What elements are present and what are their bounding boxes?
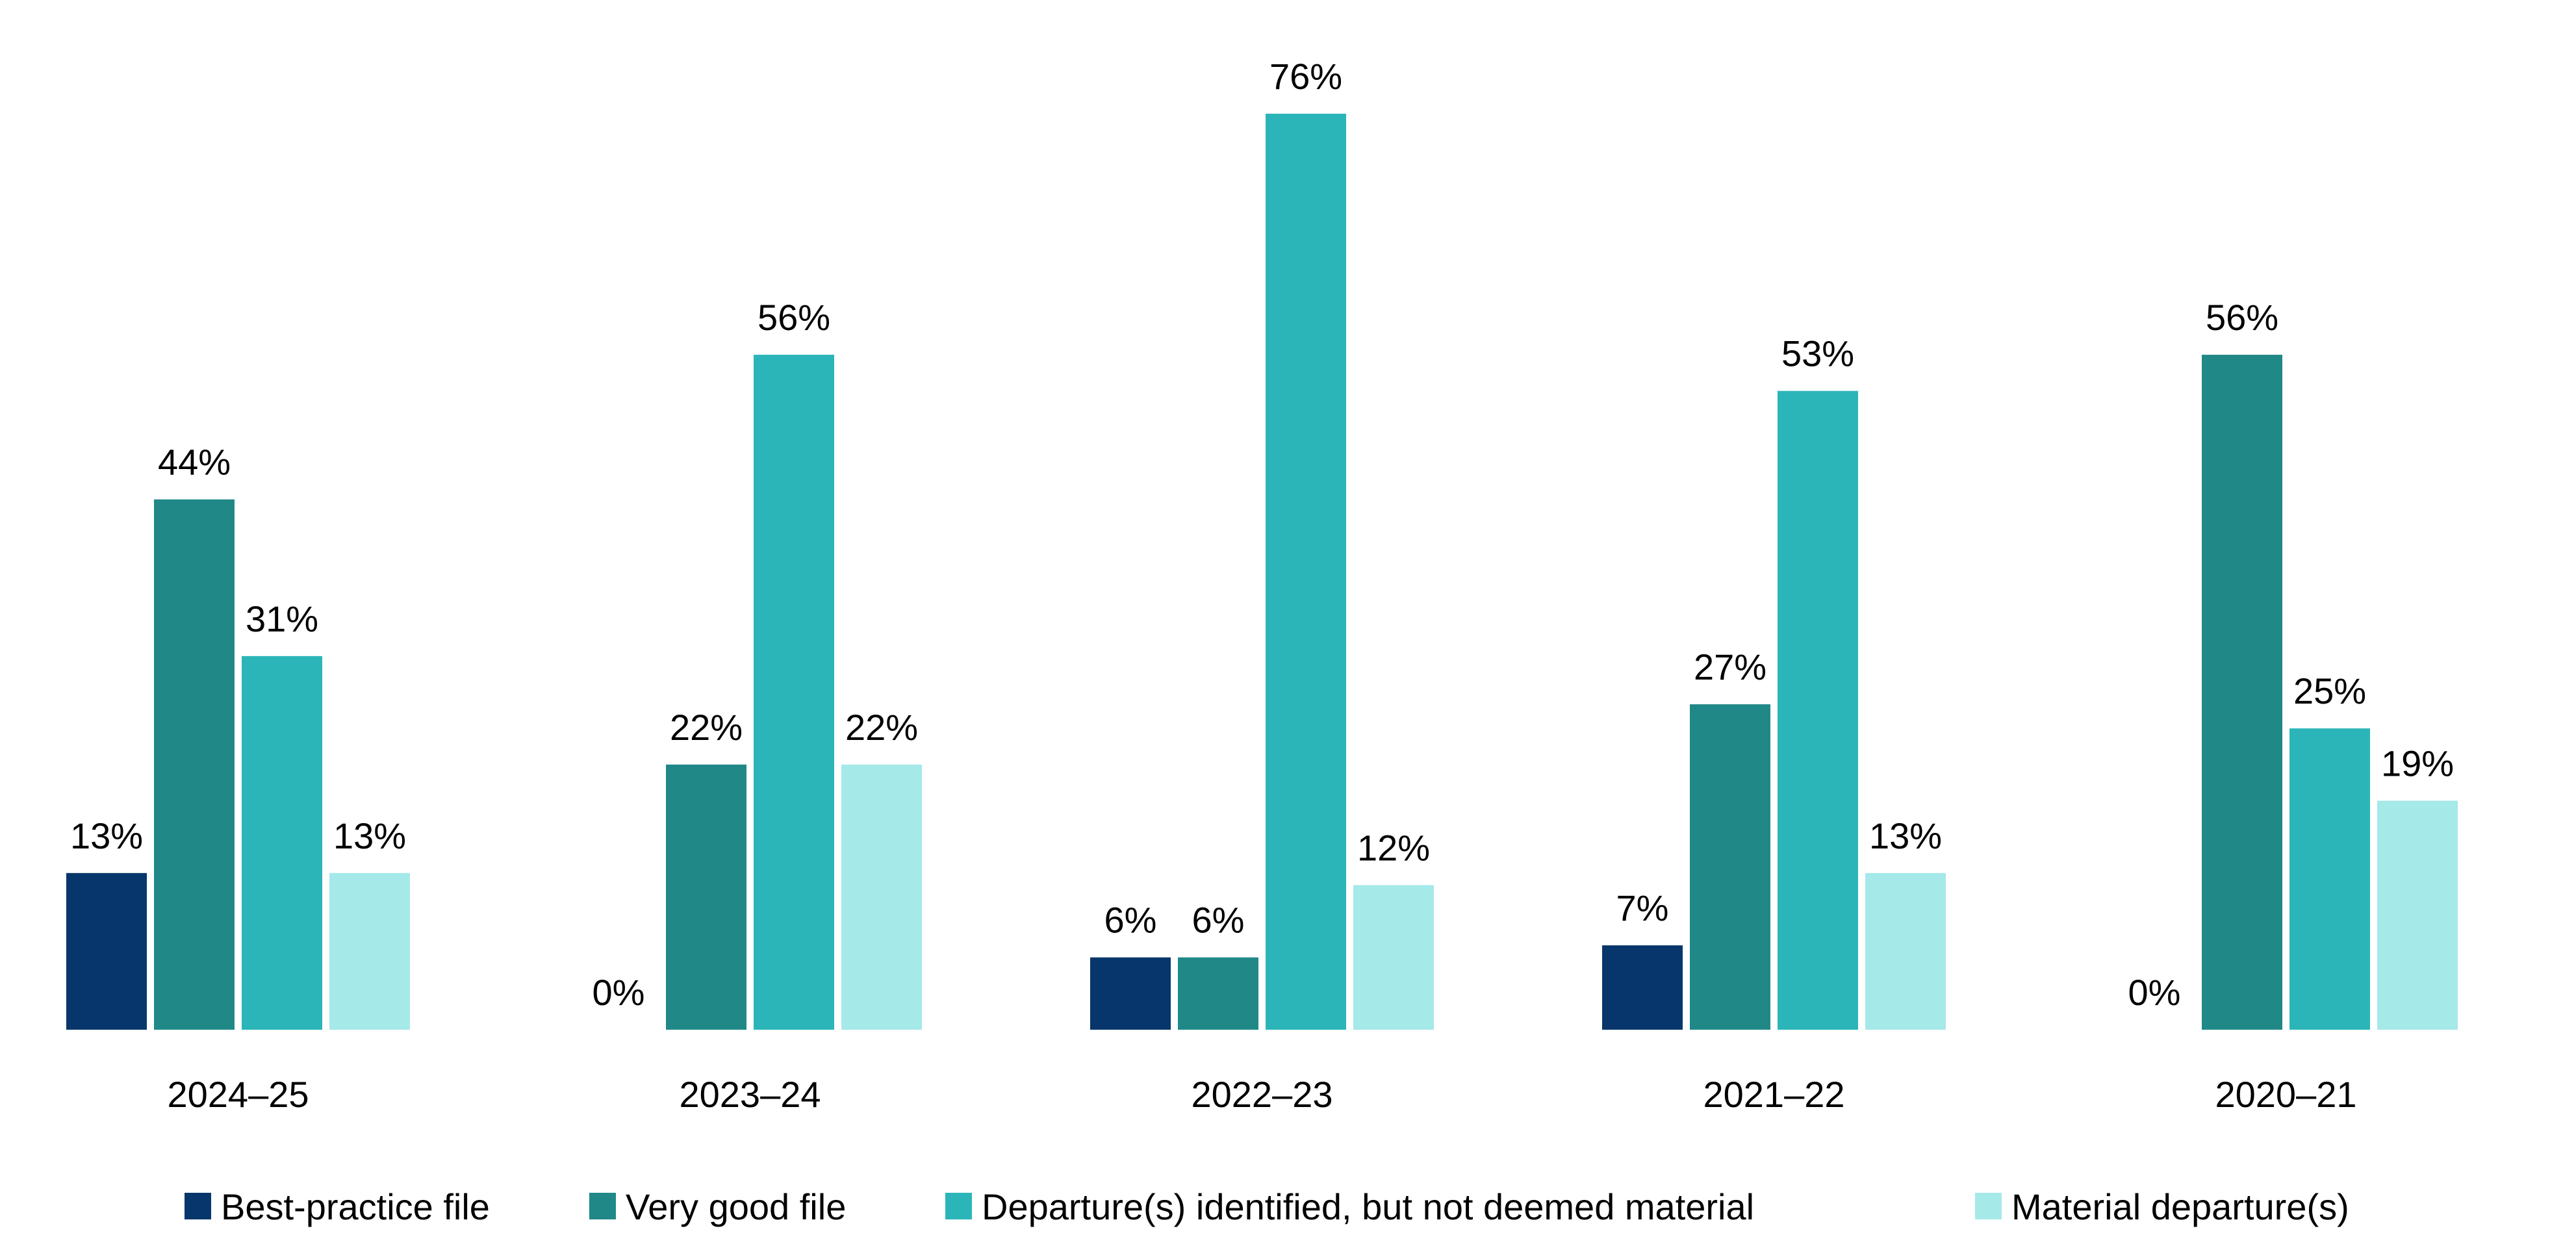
bar <box>66 872 147 1030</box>
data-label: 6% <box>1104 900 1157 941</box>
legend-label: Very good file <box>626 1186 846 1227</box>
bar <box>242 656 322 1030</box>
data-label: 56% <box>2206 297 2278 338</box>
category-label: 2020–21 <box>2215 1074 2356 1115</box>
bar <box>2202 355 2282 1030</box>
bar <box>1353 885 1434 1030</box>
data-label: 22% <box>845 707 918 748</box>
data-label: 7% <box>1616 887 1669 928</box>
data-label: 13% <box>1869 815 1942 856</box>
data-label: 6% <box>1192 900 1245 941</box>
bar <box>1778 390 1858 1030</box>
bar <box>2377 800 2458 1030</box>
category-label: 2023–24 <box>679 1074 821 1115</box>
data-label: 27% <box>1694 646 1766 687</box>
bar <box>154 499 235 1030</box>
data-label: 56% <box>758 297 830 338</box>
bar <box>1602 945 1683 1030</box>
data-label: 76% <box>1269 56 1342 97</box>
category-label: 2022–23 <box>1191 1074 1333 1115</box>
data-label: 44% <box>158 442 231 483</box>
data-label: 25% <box>2293 670 2366 711</box>
data-label: 13% <box>70 815 143 856</box>
category-label: 2021–22 <box>1703 1074 1844 1115</box>
data-label: 31% <box>246 598 318 639</box>
data-label: 19% <box>2381 743 2454 784</box>
legend-swatch <box>589 1193 616 1219</box>
bar <box>1090 957 1171 1030</box>
bar <box>1266 114 1346 1030</box>
data-label: 22% <box>670 707 743 748</box>
data-label: 13% <box>333 815 406 856</box>
data-label: 0% <box>593 972 645 1013</box>
legend-label: Best-practice file <box>221 1186 490 1227</box>
bar <box>754 355 834 1030</box>
legend-label: Departure(s) identified, but not deemed … <box>982 1186 1754 1227</box>
data-label: 0% <box>2128 972 2181 1013</box>
bar <box>841 764 922 1030</box>
bar <box>329 872 410 1030</box>
category-label: 2024–25 <box>167 1074 309 1115</box>
bar <box>2289 728 2370 1030</box>
data-label: 53% <box>1781 333 1854 374</box>
legend-swatch <box>1975 1193 2002 1219</box>
legend-swatch <box>185 1193 211 1219</box>
bar <box>1178 957 1258 1030</box>
data-label: 12% <box>1357 827 1430 868</box>
legend-swatch <box>945 1193 972 1219</box>
bar <box>1690 704 1770 1030</box>
bar <box>1865 872 1946 1030</box>
legend-label: Material departure(s) <box>2011 1186 2349 1227</box>
bar <box>666 764 746 1030</box>
